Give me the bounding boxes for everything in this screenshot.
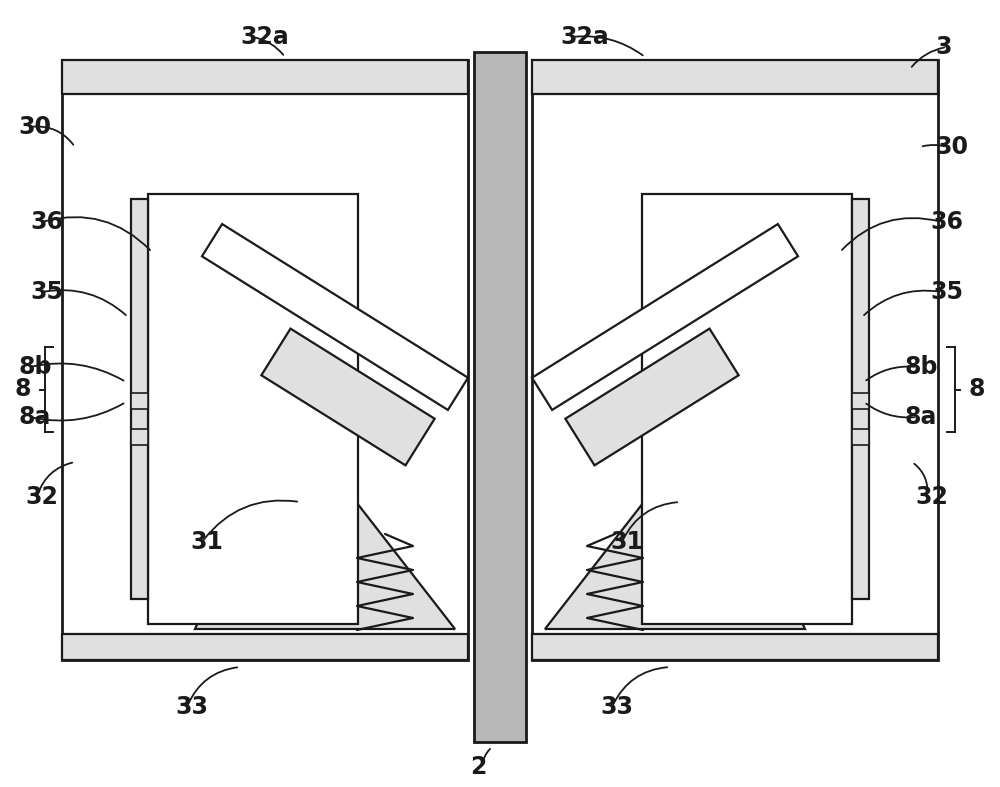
Text: 30: 30	[935, 135, 968, 159]
Bar	[131, 429, 148, 445]
Text: 32: 32	[915, 485, 948, 509]
Bar	[532, 60, 938, 94]
Bar	[62, 60, 468, 660]
Text: 8a: 8a	[18, 405, 50, 429]
Text: 3: 3	[935, 35, 952, 59]
Text: 36: 36	[930, 210, 963, 234]
Polygon shape	[202, 224, 468, 410]
Bar	[62, 60, 468, 94]
Text: 35: 35	[930, 280, 963, 304]
Text: 8a: 8a	[905, 405, 937, 429]
Text: 32: 32	[25, 485, 58, 509]
Bar	[532, 634, 938, 660]
Polygon shape	[195, 417, 455, 629]
Bar	[532, 60, 938, 660]
Bar	[852, 393, 869, 409]
Text: 33: 33	[600, 695, 633, 719]
Text: 8: 8	[969, 378, 985, 401]
Polygon shape	[261, 329, 435, 465]
Bar	[131, 393, 148, 409]
Bar	[642, 194, 852, 624]
Text: 35: 35	[30, 280, 63, 304]
Text: 8b: 8b	[905, 355, 938, 379]
Polygon shape	[545, 417, 805, 629]
Bar	[131, 199, 148, 599]
Text: 32a: 32a	[240, 25, 289, 49]
Bar	[148, 194, 358, 624]
Polygon shape	[532, 224, 798, 410]
Bar	[474, 52, 526, 742]
Text: 8b: 8b	[18, 355, 52, 379]
Text: 2: 2	[470, 755, 486, 779]
Bar	[852, 429, 869, 445]
Bar	[852, 199, 869, 599]
Text: 33: 33	[175, 695, 208, 719]
Polygon shape	[565, 329, 739, 465]
Text: 31: 31	[190, 530, 223, 554]
Text: 36: 36	[30, 210, 63, 234]
Text: 8: 8	[15, 378, 31, 401]
Bar	[62, 634, 468, 660]
Text: 32a: 32a	[560, 25, 609, 49]
Text: 31: 31	[610, 530, 643, 554]
Text: 30: 30	[18, 115, 51, 139]
